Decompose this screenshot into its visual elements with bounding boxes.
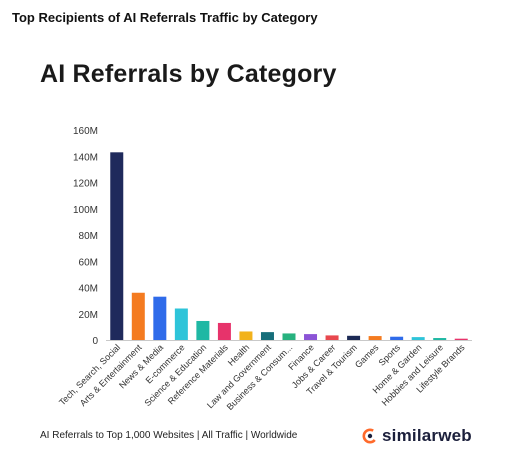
bar [260, 332, 274, 340]
brand-logo: similarweb [362, 426, 472, 446]
bar [239, 331, 253, 340]
brand-name: similarweb [382, 426, 472, 445]
page-header-title: Top Recipients of AI Referrals Traffic b… [12, 10, 318, 25]
chart-title: AI Referrals by Category [40, 60, 337, 88]
bar [153, 296, 167, 340]
bar [411, 337, 425, 340]
y-tick-label: 60M [79, 257, 98, 268]
footer-note: AI Referrals to Top 1,000 Websites | All… [40, 430, 298, 441]
bar [304, 334, 318, 340]
y-tick-label: 80M [79, 231, 98, 242]
bar [174, 308, 188, 340]
y-tick-label: 140M [73, 152, 98, 163]
y-axis: 0 20M 40M 60M 80M 100M 120M 140M 160M [73, 126, 98, 347]
y-tick-label: 120M [73, 179, 98, 190]
y-tick-label: 0 [92, 336, 98, 347]
y-tick-label: 160M [73, 126, 98, 137]
bar [217, 322, 231, 340]
bar [368, 336, 382, 340]
bar [196, 320, 210, 340]
bar [110, 152, 124, 340]
y-tick-label: 20M [79, 310, 98, 321]
bar [454, 338, 468, 340]
bar [433, 338, 447, 340]
bar [347, 335, 361, 340]
bars-group [110, 152, 468, 340]
bar [282, 333, 296, 340]
similarweb-logo-icon [362, 428, 378, 444]
bar [390, 336, 404, 340]
bar [131, 292, 145, 340]
y-tick-label: 40M [79, 284, 98, 295]
y-tick-label: 100M [73, 205, 98, 216]
bar [325, 335, 339, 340]
x-tick-label: Games [353, 342, 381, 370]
